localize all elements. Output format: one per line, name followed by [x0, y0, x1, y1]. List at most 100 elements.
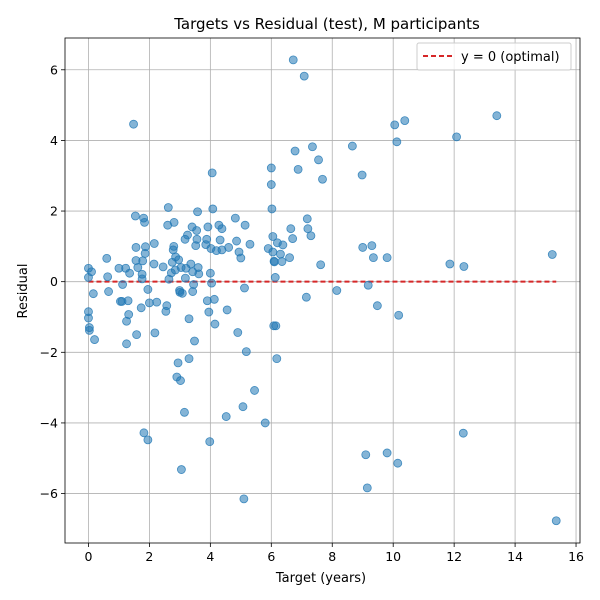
data-point	[241, 347, 251, 356]
data-point	[215, 235, 225, 245]
data-point	[458, 428, 468, 438]
data-point	[318, 174, 327, 184]
data-point	[308, 142, 317, 152]
data-point	[363, 280, 373, 290]
data-point	[400, 116, 410, 126]
data-point	[139, 428, 149, 438]
data-point	[203, 222, 213, 232]
y-tick-label: 2	[50, 204, 58, 219]
legend: y = 0 (optimal)	[416, 42, 572, 71]
data-point	[547, 250, 557, 259]
data-point	[368, 253, 378, 263]
data-point	[361, 450, 371, 460]
x-tick-label: 12	[446, 549, 462, 564]
data-point	[347, 141, 357, 151]
data-point	[221, 412, 231, 421]
data-point	[193, 207, 202, 217]
data-point	[177, 288, 187, 298]
data-point	[84, 313, 93, 323]
data-point	[276, 249, 285, 259]
data-point	[367, 241, 377, 251]
data-point	[103, 272, 113, 282]
x-tick-label: 10	[385, 549, 401, 564]
data-point	[204, 307, 214, 317]
data-point	[268, 232, 278, 241]
data-point	[122, 339, 131, 349]
data-point	[240, 220, 250, 230]
y-tick-label: −2	[40, 345, 58, 360]
data-point	[90, 335, 99, 344]
x-tick-label: 2	[145, 549, 153, 564]
data-point	[207, 278, 216, 288]
data-point	[301, 292, 311, 302]
data-point	[372, 301, 382, 311]
data-point	[152, 297, 162, 307]
data-point	[306, 231, 316, 241]
data-point	[169, 241, 179, 251]
data-point	[239, 494, 249, 504]
x-axis-label: Target (years)	[275, 571, 366, 586]
data-point	[459, 262, 469, 271]
data-point	[245, 239, 255, 249]
data-point	[145, 298, 154, 308]
x-tick-label: 8	[328, 549, 336, 564]
plot-frame	[64, 37, 581, 544]
y-tick-label: 0	[50, 274, 58, 289]
data-point	[124, 310, 134, 319]
data-point	[238, 402, 248, 412]
y-tick-label: 4	[50, 133, 58, 148]
data-point	[236, 253, 246, 263]
data-point	[186, 259, 196, 269]
data-point	[332, 286, 342, 295]
data-point	[278, 240, 288, 250]
data-point	[260, 418, 270, 428]
data-point	[102, 253, 112, 263]
data-point	[84, 326, 94, 335]
data-point	[194, 269, 204, 279]
y-tick-label: −4	[40, 415, 58, 430]
y-axis-label: Residual	[16, 264, 31, 319]
data-point	[190, 336, 199, 346]
data-point	[87, 267, 96, 277]
data-point	[207, 168, 217, 178]
data-point	[184, 354, 194, 364]
data-point	[137, 269, 147, 279]
data-point	[104, 287, 113, 296]
data-point	[445, 259, 455, 269]
data-point	[163, 203, 173, 212]
data-point	[269, 257, 279, 267]
data-point	[299, 71, 309, 81]
x-tick-label: 6	[267, 549, 275, 564]
data-point	[150, 328, 160, 338]
data-point	[288, 234, 298, 243]
chart-title: Targets vs Residual (test), M participan…	[173, 15, 480, 33]
data-point	[138, 256, 148, 266]
legend-label: y = 0 (optimal)	[461, 50, 560, 65]
data-point	[267, 204, 277, 214]
data-points	[84, 55, 561, 526]
data-point	[184, 314, 194, 324]
data-point	[149, 239, 159, 248]
data-point	[162, 301, 172, 311]
data-point	[230, 213, 240, 223]
data-point	[290, 146, 300, 156]
data-point	[270, 273, 280, 282]
data-point	[141, 242, 150, 252]
data-point	[149, 259, 159, 269]
data-point	[314, 155, 323, 165]
data-point	[208, 204, 218, 214]
data-point	[393, 458, 403, 468]
data-point	[316, 260, 326, 270]
data-point	[492, 111, 502, 121]
axis-ticks: 0 2 4 6 8 10 12 14 16 −6 −4 −2 0 2 4 6	[40, 62, 584, 564]
data-point	[266, 180, 276, 189]
data-point	[205, 437, 215, 447]
data-point	[232, 236, 241, 246]
data-point	[452, 132, 461, 142]
data-point	[176, 376, 185, 385]
data-point	[180, 407, 189, 417]
data-point	[250, 386, 259, 395]
x-tick-label: 16	[568, 549, 584, 564]
